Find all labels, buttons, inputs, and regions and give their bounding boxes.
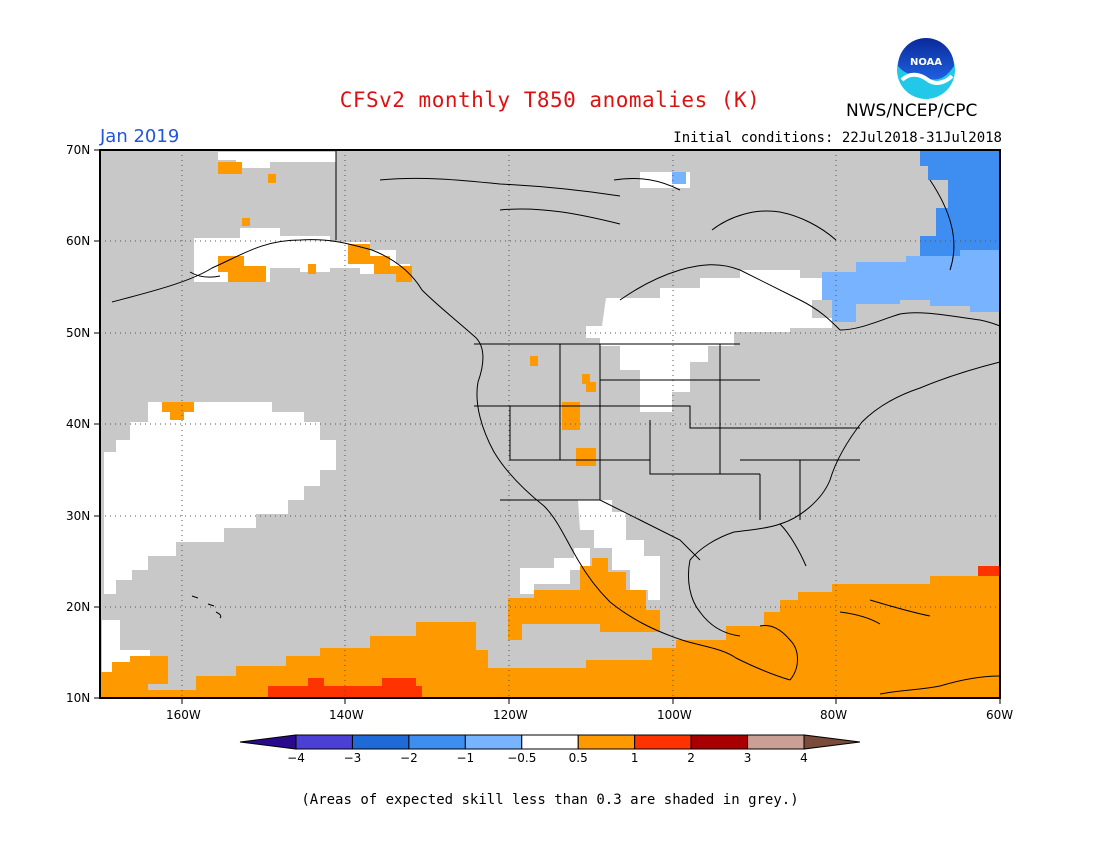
warm-spot-4: [308, 264, 316, 274]
graticule: [100, 150, 1000, 698]
colorbar-label: −0.5: [507, 751, 537, 765]
warm-spot-8: [582, 374, 590, 384]
warm-spot-12: [636, 600, 646, 610]
warm-spot-1: [218, 162, 242, 174]
political-borders: [335, 150, 860, 561]
valid-month: Jan 2019: [100, 126, 180, 147]
colorbar-label: 2: [687, 751, 695, 765]
warm-spot-10: [562, 402, 580, 430]
logo-text: NOAA: [910, 57, 942, 68]
neutral-region-mexico: [578, 500, 660, 600]
footnote: (Areas of expected skill less than 0.3 a…: [301, 792, 799, 808]
colorbar-arrow-high: [803, 734, 861, 750]
colorbar-label: 3: [743, 751, 752, 765]
lon-label: 60W: [986, 708, 1014, 722]
colorbar-box: [464, 734, 523, 750]
lon-label: 100W: [657, 708, 692, 722]
warm-region-alaska-1: [218, 256, 266, 282]
colorbar-arrow-low: [239, 734, 297, 750]
lon-label: 160W: [166, 708, 201, 722]
colorbar-box: [351, 734, 410, 750]
neutral-region-canada: [586, 270, 832, 412]
warm-region-alaska-2: [348, 244, 412, 282]
tick-marks: [94, 149, 1001, 704]
colorbar-box: [408, 734, 466, 750]
warm-region-mexico-coast: [508, 558, 660, 640]
initial-conditions: Initial conditions: 22Jul2018-31Jul2018: [673, 130, 1002, 146]
colorbar-box: [747, 734, 805, 750]
colorbar-box: [690, 734, 749, 750]
lat-label: 60N: [66, 234, 91, 248]
lat-label: 50N: [66, 326, 91, 340]
cool-spot-hudson: [672, 172, 686, 184]
neutral-region-baja: [520, 548, 590, 594]
map-title: CFSv2 monthly T850 anomalies (K): [339, 88, 761, 112]
noaa-logo-icon: NOAA: [895, 38, 957, 101]
warm-spot-7: [530, 356, 538, 366]
neutral-region-pacific: [104, 402, 336, 594]
colorbar-label: −3: [343, 751, 362, 765]
colorbar-box: [295, 734, 353, 750]
cool-region-labrador: [822, 250, 1000, 322]
lon-label: 120W: [493, 708, 528, 722]
anomaly-fields: [100, 150, 1000, 698]
agency-label: NWS/NCEP/CPC: [846, 101, 978, 121]
lat-label: 30N: [66, 509, 91, 523]
colorbar-label: 1: [630, 751, 639, 765]
warm-spot-6: [170, 412, 184, 420]
warm-spot-3: [242, 218, 250, 226]
lat-label: 20N: [66, 600, 91, 614]
neutral-region-arctic: [218, 152, 336, 168]
lat-label: 10N: [66, 691, 91, 705]
colorbar-box: [577, 734, 636, 750]
lon-label: 140W: [329, 708, 364, 722]
colorbar-label: −2: [400, 751, 418, 765]
colorbar-label: 4: [800, 751, 808, 765]
warm-spot-5: [162, 402, 194, 412]
colorbar-box: [521, 734, 579, 750]
hot-region-atlantic: [978, 566, 1000, 576]
warm-spot-9: [586, 382, 596, 392]
lat-label: 40N: [66, 417, 91, 431]
colorbar-box: [634, 734, 692, 750]
coastlines: [111, 177, 1001, 695]
lon-label: 80W: [820, 708, 848, 722]
hot-region-pacific: [268, 678, 422, 698]
lat-label: 70N: [66, 143, 91, 157]
colorbar-label: 0.5: [568, 751, 588, 765]
colorbar-label: −4: [287, 751, 305, 765]
cool-region-baffin: [920, 150, 1000, 256]
colorbar-label: −1: [456, 751, 475, 765]
warm-spot-11: [576, 448, 596, 466]
warm-spot-2: [268, 174, 276, 183]
warm-region-tropics: [100, 576, 1000, 698]
